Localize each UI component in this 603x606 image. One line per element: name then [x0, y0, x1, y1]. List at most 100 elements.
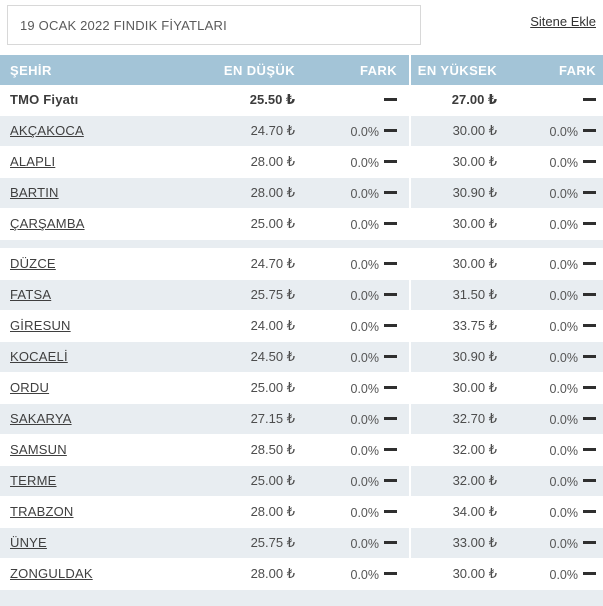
diff-highest-pct: 0.0%: [549, 474, 579, 489]
column-divider: [409, 311, 411, 341]
diff-highest: 0.0%: [502, 350, 603, 365]
table-body: TMO Fiyatı 25.50 ₺ 27.00 ₺ AKÇAKOCA 24.7…: [0, 85, 603, 590]
city-link[interactable]: SAMSUN: [10, 442, 67, 457]
table-row: DÜZCE 24.70 ₺ 0.0% 30.00 ₺ 0.0%: [0, 249, 603, 280]
minus-icon: [384, 293, 397, 297]
highest-price: 30.00 ₺: [452, 566, 497, 581]
highest-price: 30.00 ₺: [452, 380, 497, 395]
minus-icon: [384, 191, 397, 195]
lowest-price: 24.70 ₺: [250, 123, 295, 138]
city-link[interactable]: SAKARYA: [10, 411, 72, 426]
diff-lowest: 0.0%: [300, 567, 409, 582]
diff-lowest: 0.0%: [300, 288, 409, 303]
column-divider: [409, 466, 411, 496]
minus-icon: [583, 355, 596, 359]
city-link[interactable]: ALAPLI: [10, 154, 56, 169]
diff-highest: 0.0%: [502, 155, 603, 170]
lowest-price: 28.00 ₺: [250, 154, 295, 169]
city-link[interactable]: ORDU: [10, 380, 50, 395]
lowest-price: 24.00 ₺: [250, 318, 295, 333]
diff-highest: 0.0%: [502, 217, 603, 232]
diff-lowest-pct: 0.0%: [350, 350, 380, 365]
diff-lowest: 0.0%: [300, 319, 409, 334]
minus-icon: [583, 541, 596, 545]
diff-highest-pct: 0.0%: [549, 350, 579, 365]
highest-price: 30.00 ₺: [452, 256, 497, 271]
lowest-price: 24.50 ₺: [250, 349, 295, 364]
diff-highest: 0.0%: [502, 412, 603, 427]
diff-lowest-pct: 0.0%: [350, 567, 380, 582]
city-link[interactable]: ÇARŞAMBA: [10, 216, 85, 231]
city-link[interactable]: BARTIN: [10, 185, 59, 200]
diff-lowest: 0.0%: [300, 505, 409, 520]
city-link[interactable]: GİRESUN: [10, 318, 71, 333]
table-row: ÇARŞAMBA 25.00 ₺ 0.0% 30.00 ₺ 0.0%: [0, 209, 603, 240]
city-link[interactable]: ZONGULDAK: [10, 566, 93, 581]
diff-lowest: 0.0%: [300, 217, 409, 232]
diff-highest: 0.0%: [502, 505, 603, 520]
column-divider: [409, 147, 411, 177]
diff-lowest-pct: 0.0%: [350, 319, 380, 334]
diff-lowest-pct: 0.0%: [350, 217, 380, 232]
header-fark-2: FARK: [559, 62, 596, 78]
highest-price: 31.50 ₺: [452, 287, 497, 302]
sitene-ekle-link[interactable]: Sitene Ekle: [530, 14, 596, 29]
city-cell: AKÇAKOCA: [0, 122, 185, 140]
header-en-yuksek: EN YÜKSEK: [417, 62, 497, 78]
minus-icon: [583, 417, 596, 421]
minus-icon: [583, 160, 596, 164]
minus-icon: [583, 262, 596, 266]
diff-highest-pct: 0.0%: [549, 217, 579, 232]
diff-lowest-pct: 0.0%: [350, 536, 380, 551]
column-divider: [409, 209, 411, 239]
diff-lowest: 0.0%: [300, 350, 409, 365]
top-bar: 19 OCAK 2022 FINDIK FİYATLARI Sitene Ekl…: [0, 0, 603, 55]
city-cell: TERME: [0, 472, 185, 490]
city-link[interactable]: KOCAELİ: [10, 349, 68, 364]
table-header-row: ŞEHİR EN DÜŞÜK FARK EN YÜKSEK FARK: [0, 55, 603, 85]
highest-price: 34.00 ₺: [452, 504, 497, 519]
diff-highest-pct: 0.0%: [549, 567, 579, 582]
lowest-price: 25.75 ₺: [250, 287, 295, 302]
highest-price: 30.00 ₺: [452, 154, 497, 169]
diff-lowest: 0.0%: [300, 536, 409, 551]
minus-icon: [583, 386, 596, 390]
lowest-price: 25.00 ₺: [250, 380, 295, 395]
minus-icon: [384, 355, 397, 359]
diff-lowest-pct: 0.0%: [350, 505, 380, 520]
table-row: ORDU 25.00 ₺ 0.0% 30.00 ₺ 0.0%: [0, 373, 603, 404]
highest-price: 30.00 ₺: [452, 123, 497, 138]
city-link: TMO Fiyatı: [10, 92, 79, 107]
diff-lowest: 0.0%: [300, 124, 409, 139]
city-link[interactable]: DÜZCE: [10, 256, 56, 271]
city-link[interactable]: FATSA: [10, 287, 52, 302]
city-link[interactable]: TERME: [10, 473, 57, 488]
lowest-price: 25.00 ₺: [250, 473, 295, 488]
city-cell: TRABZON: [0, 503, 185, 521]
city-cell: GİRESUN: [0, 317, 185, 335]
city-link[interactable]: TRABZON: [10, 504, 74, 519]
city-link[interactable]: AKÇAKOCA: [10, 123, 84, 138]
city-cell: KOCAELİ: [0, 348, 185, 366]
minus-icon: [583, 293, 596, 297]
minus-icon: [583, 98, 596, 102]
highest-price: 33.75 ₺: [452, 318, 497, 333]
table-row: SAMSUN 28.50 ₺ 0.0% 32.00 ₺ 0.0%: [0, 435, 603, 466]
column-divider: [409, 342, 411, 372]
column-divider: [409, 55, 411, 85]
diff-lowest: 0.0%: [300, 257, 409, 272]
diff-highest: 0.0%: [502, 567, 603, 582]
diff-lowest-pct: 0.0%: [350, 443, 380, 458]
minus-icon: [583, 572, 596, 576]
city-cell: ZONGULDAK: [0, 565, 185, 583]
highest-price: 32.00 ₺: [452, 473, 497, 488]
diff-highest-pct: 0.0%: [549, 412, 579, 427]
diff-lowest-pct: 0.0%: [350, 155, 380, 170]
separator-row: [0, 240, 603, 249]
city-cell: ALAPLI: [0, 153, 185, 171]
diff-lowest-pct: 0.0%: [350, 412, 380, 427]
diff-highest-pct: 0.0%: [549, 257, 579, 272]
diff-lowest-pct: 0.0%: [350, 474, 380, 489]
city-link[interactable]: ÜNYE: [10, 535, 47, 550]
lowest-price: 25.75 ₺: [250, 535, 295, 550]
